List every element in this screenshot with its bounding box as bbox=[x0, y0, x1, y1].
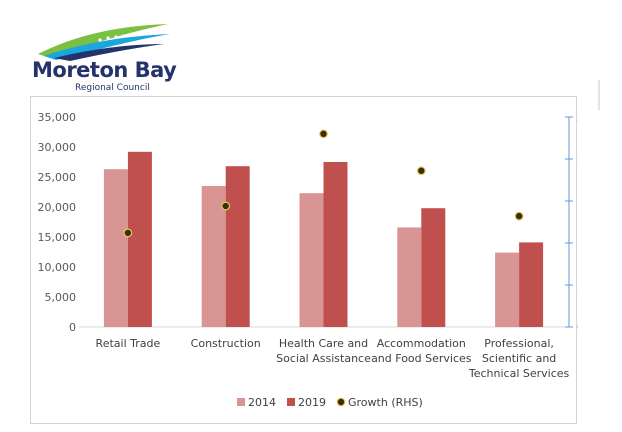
y-left-tick-label: 35,000 bbox=[38, 111, 77, 124]
legend-label-2019: 2019 bbox=[298, 396, 326, 409]
bar-2014 bbox=[397, 227, 422, 327]
bar-2019 bbox=[421, 208, 446, 327]
y-right-tick-label: 0% bbox=[577, 321, 578, 334]
x-category-label: and Food Services bbox=[371, 352, 472, 365]
growth-bar-chart: 0 5,000 10,000 15,000 20,000 25,000 30,000 35,0… bbox=[38, 111, 579, 409]
org-subtitle: Regional Council bbox=[75, 83, 150, 93]
y-left-tick-label: 0 bbox=[69, 321, 76, 334]
bar-2014 bbox=[299, 193, 324, 327]
chart-container: 0 5,000 10,000 15,000 20,000 25,000 30,000 35,0… bbox=[30, 96, 579, 424]
y-left-tick-label: 20,000 bbox=[38, 201, 77, 214]
bar-2014 bbox=[201, 186, 226, 327]
x-category-label: Accommodation bbox=[377, 337, 466, 350]
y-left-tick-label: 30,000 bbox=[38, 141, 77, 154]
bar-2014 bbox=[495, 252, 520, 327]
growth-point bbox=[221, 201, 231, 211]
bar-2014 bbox=[103, 169, 128, 327]
x-category-label: Technical Services bbox=[468, 367, 570, 380]
bar-2019 bbox=[519, 242, 544, 327]
bar-2019 bbox=[127, 151, 152, 327]
org-name: Moreton Bay bbox=[32, 58, 177, 82]
x-category-label: Scientific and bbox=[482, 352, 556, 365]
x-category-label: Health Care and bbox=[279, 337, 368, 350]
bar-2019 bbox=[323, 162, 348, 327]
page-edge-divider bbox=[598, 80, 622, 110]
x-category-label: Professional, bbox=[484, 337, 554, 350]
x-category-label: Retail Trade bbox=[96, 337, 161, 350]
bar-2019 bbox=[225, 166, 250, 327]
y-right-tick-label: 10% bbox=[577, 237, 578, 250]
growth-point bbox=[123, 228, 133, 238]
growth-point bbox=[514, 211, 524, 221]
legend-label-2014: 2014 bbox=[248, 396, 276, 409]
y-right-tick-label: 15% bbox=[577, 195, 578, 208]
legend-swatch-2019 bbox=[287, 398, 295, 406]
y-left-tick-label: 10,000 bbox=[38, 261, 77, 274]
logo-swoosh-icon bbox=[38, 24, 170, 61]
y-left-tick-label: 25,000 bbox=[38, 171, 77, 184]
y-right-tick-label: 25% bbox=[577, 111, 578, 124]
legend-label-growth: Growth (RHS) bbox=[348, 396, 423, 409]
legend-swatch-growth bbox=[336, 397, 346, 407]
legend-swatch-2014 bbox=[237, 398, 245, 406]
y-right-tick-label: 20% bbox=[577, 153, 578, 166]
growth-point bbox=[319, 129, 328, 139]
x-category-label: Social Assistance bbox=[276, 352, 371, 365]
y-right-tick-label: 5% bbox=[577, 279, 578, 292]
y-left-tick-label: 15,000 bbox=[38, 231, 77, 244]
x-category-label: Construction bbox=[191, 337, 261, 350]
council-logo: Moreton Bay Regional Council bbox=[30, 18, 190, 98]
growth-point bbox=[416, 166, 426, 176]
y-left-tick-label: 5,000 bbox=[45, 291, 77, 304]
